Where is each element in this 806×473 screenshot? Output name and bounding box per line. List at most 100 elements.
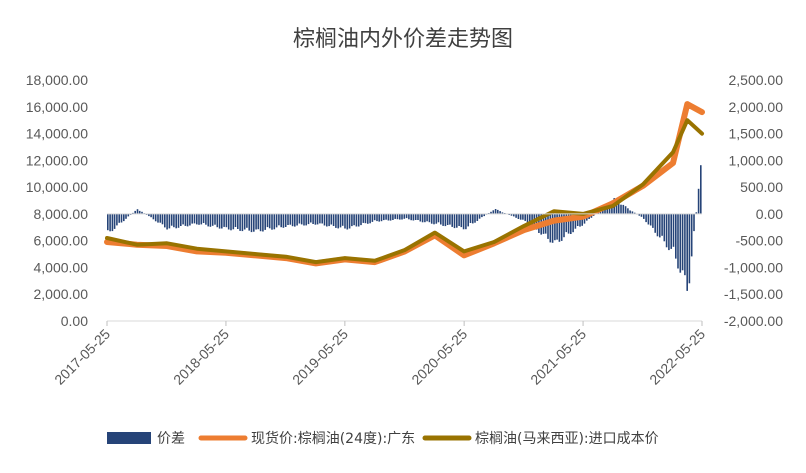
price-diff-bar xyxy=(257,213,260,230)
price-diff-bar xyxy=(227,213,230,230)
price-diff-bar xyxy=(284,213,287,227)
price-diff-bar xyxy=(700,165,702,214)
price-diff-bar xyxy=(367,213,369,224)
price-diff-bar xyxy=(549,213,552,243)
x-tick-label: 2021-05-25 xyxy=(527,326,589,388)
price-diff-bar xyxy=(223,213,225,227)
price-diff-bar xyxy=(127,213,130,217)
price-diff-bar xyxy=(629,210,631,214)
price-diff-bar xyxy=(474,213,476,223)
price-diff-bar xyxy=(364,213,367,224)
spot-price-line xyxy=(104,101,705,267)
price-diff-bar xyxy=(410,213,412,221)
price-diff-bar xyxy=(164,213,166,228)
price-diff-bar xyxy=(444,213,447,227)
price-diff-bar xyxy=(560,213,563,241)
price-diff-bar xyxy=(428,213,431,223)
price-diff-bar xyxy=(166,213,168,230)
price-diff-bar xyxy=(107,213,109,231)
price-diff-bar xyxy=(665,213,668,248)
price-diff-bar xyxy=(378,213,380,222)
price-diff-bar xyxy=(526,213,529,224)
y-left-tick-label: 18,000.00 xyxy=(26,72,88,88)
y-right-tick-label: 2,000.00 xyxy=(729,99,784,115)
price-diff-bar xyxy=(462,213,465,230)
price-diff-bar xyxy=(551,213,554,243)
price-diff-bar xyxy=(449,213,451,225)
price-diff-bar xyxy=(348,213,351,229)
price-diff-bar xyxy=(259,213,262,232)
price-diff-bar xyxy=(221,213,223,229)
price-diff-bar xyxy=(159,213,162,223)
y-right-tick-label: 1,000.00 xyxy=(729,152,784,168)
price-diff-bar xyxy=(138,210,141,214)
price-diff-bar xyxy=(234,213,237,227)
price-diff-bar xyxy=(456,213,458,228)
price-diff-bar xyxy=(517,213,520,219)
price-diff-bar xyxy=(123,213,125,222)
price-diff-bar xyxy=(253,213,255,232)
price-diff-bar xyxy=(405,213,408,219)
price-diff-bar xyxy=(202,213,205,223)
price-diff-bar xyxy=(403,213,406,219)
price-diff-bar xyxy=(396,213,399,220)
price-diff-bar xyxy=(148,213,150,217)
price-diff-bar xyxy=(668,213,670,251)
price-diff-bar xyxy=(205,213,207,225)
price-diff-bar xyxy=(389,213,392,221)
price-diff-bar xyxy=(141,211,143,214)
price-diff-bar xyxy=(116,213,118,226)
price-diff-bar xyxy=(173,213,175,228)
price-diff-bar xyxy=(383,213,385,221)
price-diff-bar xyxy=(617,203,620,214)
price-diff-bar xyxy=(330,213,333,225)
price-diff-bar xyxy=(321,213,323,224)
price-diff-bar xyxy=(424,213,426,223)
price-diff-bar xyxy=(615,200,618,214)
price-diff-bar xyxy=(310,213,312,223)
price-diff-bar xyxy=(351,213,353,227)
price-diff-bar xyxy=(225,213,228,228)
price-diff-bar xyxy=(481,213,483,218)
price-diff-bar xyxy=(360,213,362,226)
price-diff-bar xyxy=(686,213,688,291)
price-diff-bar xyxy=(250,213,253,233)
price-diff-bar xyxy=(134,210,136,214)
price-diff-bar xyxy=(346,213,349,230)
price-diff-bar xyxy=(120,213,123,223)
price-diff-bar xyxy=(460,213,463,228)
price-diff-bar xyxy=(647,213,650,225)
price-diff-bar xyxy=(232,213,235,230)
price-diff-bar xyxy=(177,213,180,228)
price-diff-bar xyxy=(677,213,679,269)
price-diff-bar xyxy=(326,213,328,227)
price-diff-bar xyxy=(453,213,456,229)
price-diff-bar xyxy=(175,213,177,229)
price-diff-bar xyxy=(414,213,417,220)
y-right-tick-label: 1,500.00 xyxy=(729,126,784,142)
price-diff-bar xyxy=(524,213,526,221)
price-diff-bar xyxy=(501,212,504,214)
y-left-tick-label: 10,000.00 xyxy=(26,179,88,195)
price-diff-bar xyxy=(579,213,581,227)
price-diff-bar xyxy=(341,213,344,226)
price-diff-bar xyxy=(239,213,241,231)
price-diff-bar xyxy=(191,213,193,224)
price-diff-bar xyxy=(508,213,510,215)
price-diff-bar xyxy=(627,208,629,214)
price-diff-bar xyxy=(373,213,376,221)
price-diff-bar xyxy=(417,213,419,220)
price-diff-bar xyxy=(446,213,449,225)
price-diff-bar xyxy=(241,213,244,232)
price-diff-bar xyxy=(451,213,453,227)
price-diff-bar xyxy=(478,213,481,219)
price-diff-bar xyxy=(198,213,200,225)
price-diff-bar xyxy=(125,213,127,219)
price-diff-bar xyxy=(670,213,672,249)
price-diff-bar xyxy=(624,206,627,214)
price-diff-bar xyxy=(554,213,556,241)
price-diff-bar xyxy=(337,213,339,229)
price-diff-bars xyxy=(107,165,702,291)
price-diff-bar xyxy=(294,213,296,227)
price-diff-bar xyxy=(693,213,695,232)
